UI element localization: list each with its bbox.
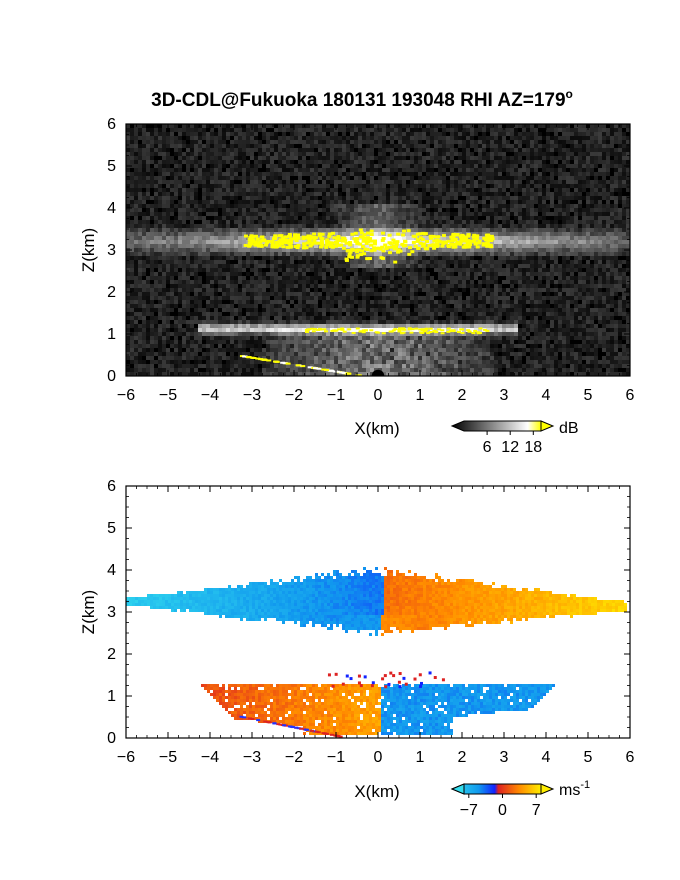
x-tick-label: −5 xyxy=(159,749,177,766)
x-tick-label: 5 xyxy=(584,749,593,766)
y-tick-label: 2 xyxy=(107,284,116,301)
velocity-panel: −6 −5 −4 −3 −2 −1 0 1 2 3 4 5 6 0 1 2 3 4 5 6 X(km) Z(km) m… xyxy=(79,478,635,819)
velocity-colorbar: ms-1 −7 0 7 xyxy=(450,779,590,819)
intensity-image xyxy=(126,124,630,376)
velocity-ylabel: Z(km) xyxy=(79,590,98,634)
y-tick-label: 3 xyxy=(107,604,116,621)
x-tick-label: −3 xyxy=(243,387,261,404)
colorbar-tick-label: 12 xyxy=(501,439,519,456)
x-tick-label: 3 xyxy=(500,387,509,404)
y-tick-label: 6 xyxy=(107,478,116,495)
x-tick-label: 3 xyxy=(500,749,509,766)
x-tick-label: −4 xyxy=(201,749,219,766)
velocity-axis-ticks: −6 −5 −4 −3 −2 −1 0 1 2 3 4 5 6 0 1 2 3 4 5 6 xyxy=(107,478,634,766)
y-tick-label: 4 xyxy=(107,562,116,579)
x-tick-label: 6 xyxy=(626,749,635,766)
x-tick-label: −1 xyxy=(327,387,345,404)
y-tick-label: 1 xyxy=(107,326,116,343)
x-tick-label: 1 xyxy=(416,749,425,766)
y-tick-label: 0 xyxy=(107,730,116,747)
x-tick-label: 4 xyxy=(542,749,551,766)
x-tick-label: 2 xyxy=(458,749,467,766)
intensity-colorbar: dB 6 12 18 xyxy=(450,420,579,456)
y-tick-label: 1 xyxy=(107,688,116,705)
x-tick-label: 2 xyxy=(458,387,467,404)
colorbar-tick-label: 18 xyxy=(524,439,542,456)
y-tick-label: 0 xyxy=(107,368,116,385)
velocity-xlabel: X(km) xyxy=(354,782,399,801)
colorbar-tick-label: 6 xyxy=(483,439,492,456)
x-tick-label: 4 xyxy=(542,387,551,404)
intensity-colorbar-unit: dB xyxy=(559,420,579,437)
chart-title: 3D-CDL@Fukuoka 180131 193048 RHI AZ=179o xyxy=(151,87,573,111)
y-tick-label: 6 xyxy=(107,116,116,133)
x-tick-label: 1 xyxy=(416,387,425,404)
x-tick-label: −4 xyxy=(201,387,219,404)
colorbar-tick-label: 7 xyxy=(532,802,541,819)
x-tick-label: 5 xyxy=(584,387,593,404)
x-tick-label: 6 xyxy=(626,387,635,404)
velocity-colorbar-unit: ms-1 xyxy=(559,779,590,799)
colorbar-tick-label: 0 xyxy=(498,802,507,819)
y-tick-label: 4 xyxy=(107,200,116,217)
x-tick-label: −3 xyxy=(243,749,261,766)
y-tick-label: 2 xyxy=(107,646,116,663)
y-tick-label: 3 xyxy=(107,242,116,259)
x-tick-label: −1 xyxy=(327,749,345,766)
intensity-ylabel: Z(km) xyxy=(79,228,98,272)
colorbar-tick-label: −7 xyxy=(460,802,478,819)
x-tick-label: 0 xyxy=(374,387,383,404)
y-tick-label: 5 xyxy=(107,158,116,175)
x-tick-label: −2 xyxy=(285,387,303,404)
x-tick-label: −5 xyxy=(159,387,177,404)
intensity-xlabel: X(km) xyxy=(354,419,399,438)
y-tick-label: 5 xyxy=(107,520,116,537)
x-tick-label: −6 xyxy=(117,749,135,766)
intensity-axis-ticks: −6 −5 −4 −3 −2 −1 0 1 2 3 4 5 6 0 1 2 3 4 5 6 xyxy=(107,116,634,404)
x-tick-label: 0 xyxy=(374,749,383,766)
x-tick-label: −6 xyxy=(117,387,135,404)
velocity-image xyxy=(126,486,630,738)
x-tick-label: −2 xyxy=(285,749,303,766)
